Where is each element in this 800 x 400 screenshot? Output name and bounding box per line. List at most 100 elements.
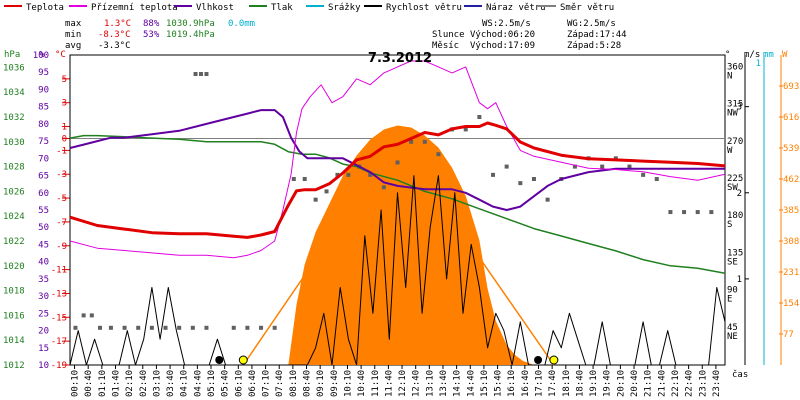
x-tick-label: 16:40 <box>521 370 531 397</box>
percent-tick-label: 35 <box>38 275 49 285</box>
percent-tick-label: 95 <box>38 68 49 78</box>
dir-tick-name: NE <box>727 332 738 342</box>
hpa-tick-label: 1014 <box>3 336 25 346</box>
percent-tick-label: 85 <box>38 103 49 113</box>
x-tick-label: 04:40 <box>193 370 203 397</box>
moonrise-time: Východ:17:09 <box>470 41 535 51</box>
hpa-tick-label: 1022 <box>3 237 25 247</box>
hpa-tick-label: 1036 <box>3 63 25 73</box>
wind-direction-point <box>654 177 659 181</box>
wind-direction-point <box>572 164 577 169</box>
moon-marker <box>534 356 543 364</box>
moonset-time: Západ:5:28 <box>567 41 621 51</box>
percent-tick-label: 45 <box>38 240 49 250</box>
wind-direction-point <box>259 325 264 330</box>
percent-tick-label: 50 <box>38 223 49 233</box>
x-tick-label: 03:10 <box>152 370 162 397</box>
x-tick-label: 09:40 <box>330 370 340 397</box>
percent-tick-label: 10 <box>38 361 49 371</box>
x-tick-label: 01:10 <box>98 370 108 397</box>
wind-direction-point <box>422 139 427 144</box>
hpa-tick-label: 1030 <box>3 138 25 148</box>
wind-direction-point <box>245 325 250 330</box>
percent-tick-label: 80 <box>38 120 49 130</box>
wind-direction-point <box>302 177 307 181</box>
legend-item: Náraz větru <box>486 3 546 13</box>
wind-direction-point <box>177 325 182 330</box>
x-tick-label: 03:40 <box>166 370 176 397</box>
solar-radiation-area <box>288 125 534 365</box>
left-axes: 1036103410321030102810261024102210201018… <box>3 51 70 371</box>
x-tick-label: 11:10 <box>371 370 381 397</box>
celsius-tick-label: -1 <box>56 146 67 156</box>
celsius-tick-label: -11 <box>51 266 67 276</box>
x-tick-label: 00:40 <box>84 370 94 397</box>
celsius-tick-label: -15 <box>51 313 67 323</box>
sun-moon-block: WS:2.5m/s WG:2.5m/s Slunce Východ:06:20 … <box>432 19 627 51</box>
x-tick-label: 11:40 <box>384 370 394 397</box>
percent-tick-label: 40 <box>38 258 49 268</box>
celsius-tick-label: 0 <box>62 134 67 144</box>
percent-tick-label: 25 <box>38 309 49 319</box>
wind-direction-point <box>98 325 103 330</box>
wind-direction-point <box>291 177 296 181</box>
wind-direction-point <box>199 72 203 77</box>
wind-direction-point <box>149 325 154 330</box>
hpa-tick-label: 1020 <box>3 262 25 272</box>
hpa-tick-label: 1034 <box>3 88 25 98</box>
x-tick-label: 07:40 <box>275 370 285 397</box>
wind-direction-point <box>335 172 340 177</box>
mm-tick-label: 1 <box>756 59 761 69</box>
hpa-tick-label: 1028 <box>3 163 25 173</box>
legend: Teplota Přízemní teplota Vlhkost Tlak Srážky… <box>4 3 614 13</box>
celsius-tick-label: -3 <box>56 170 67 180</box>
x-tick-label: 10:10 <box>343 370 353 397</box>
x-tick-label: 15:10 <box>480 370 490 397</box>
dir-tick-degree: 360 <box>727 62 743 72</box>
wind-direction-point <box>190 325 195 330</box>
celsius-tick-label: -13 <box>51 289 67 299</box>
stats-max-rain: 0.0mm <box>228 19 255 29</box>
wind-direction-point <box>600 164 605 169</box>
percent-tick-label: 15 <box>38 344 49 354</box>
legend-item: Teplota <box>26 3 64 13</box>
w-tick-label: 462 <box>783 175 799 185</box>
percent-tick-label: 90 <box>38 85 49 95</box>
wind-direction-point <box>108 325 113 330</box>
dir-tick-degree: 315 <box>727 100 743 110</box>
x-tick-label: 22:10 <box>671 370 681 397</box>
stats-avg-temp: -3.3°C <box>98 41 131 51</box>
wind-direction-point <box>81 313 86 318</box>
percent-axis-label: % <box>39 50 45 60</box>
moon-label: Měsíc <box>432 41 459 51</box>
x-tick-label: 20:10 <box>616 370 626 397</box>
x-tick-label: 21:10 <box>644 370 654 397</box>
sunrise-time: Východ:06:20 <box>470 30 535 40</box>
wind-direction-point <box>324 189 329 194</box>
ms-axis-label: m/s <box>744 50 760 60</box>
ms-tick-label: 1 <box>737 275 742 285</box>
wind-direction-point <box>545 197 550 202</box>
wind-ws: WS:2.5m/s <box>482 19 531 29</box>
dir-tick-name: SE <box>727 257 738 267</box>
dir-tick-degree: 135 <box>727 248 743 258</box>
plot-area <box>69 54 726 366</box>
legend-item: Tlak <box>271 3 293 13</box>
x-tick-label: 02:10 <box>125 370 135 397</box>
x-tick-label: 09:10 <box>316 370 326 397</box>
x-tick-label: 12:40 <box>412 370 422 397</box>
wind-direction-point <box>668 210 673 215</box>
wind-direction-point <box>491 172 496 177</box>
wind-direction-point <box>477 115 482 119</box>
celsius-tick-label: 5 <box>62 75 67 85</box>
w-tick-label: 77 <box>783 330 794 340</box>
dir-tick-name: NW <box>727 109 738 119</box>
x-tick-label: 14:40 <box>466 370 476 397</box>
dir-tick-degree: 180 <box>727 211 743 221</box>
x-tick-label: 04:10 <box>180 370 190 397</box>
x-tick-label: 16:10 <box>507 370 517 397</box>
stats-max-label: max <box>65 19 82 29</box>
celsius-tick-label: -7 <box>56 218 67 228</box>
x-tick-label: 12:10 <box>398 370 408 397</box>
sun-marker <box>549 355 559 365</box>
